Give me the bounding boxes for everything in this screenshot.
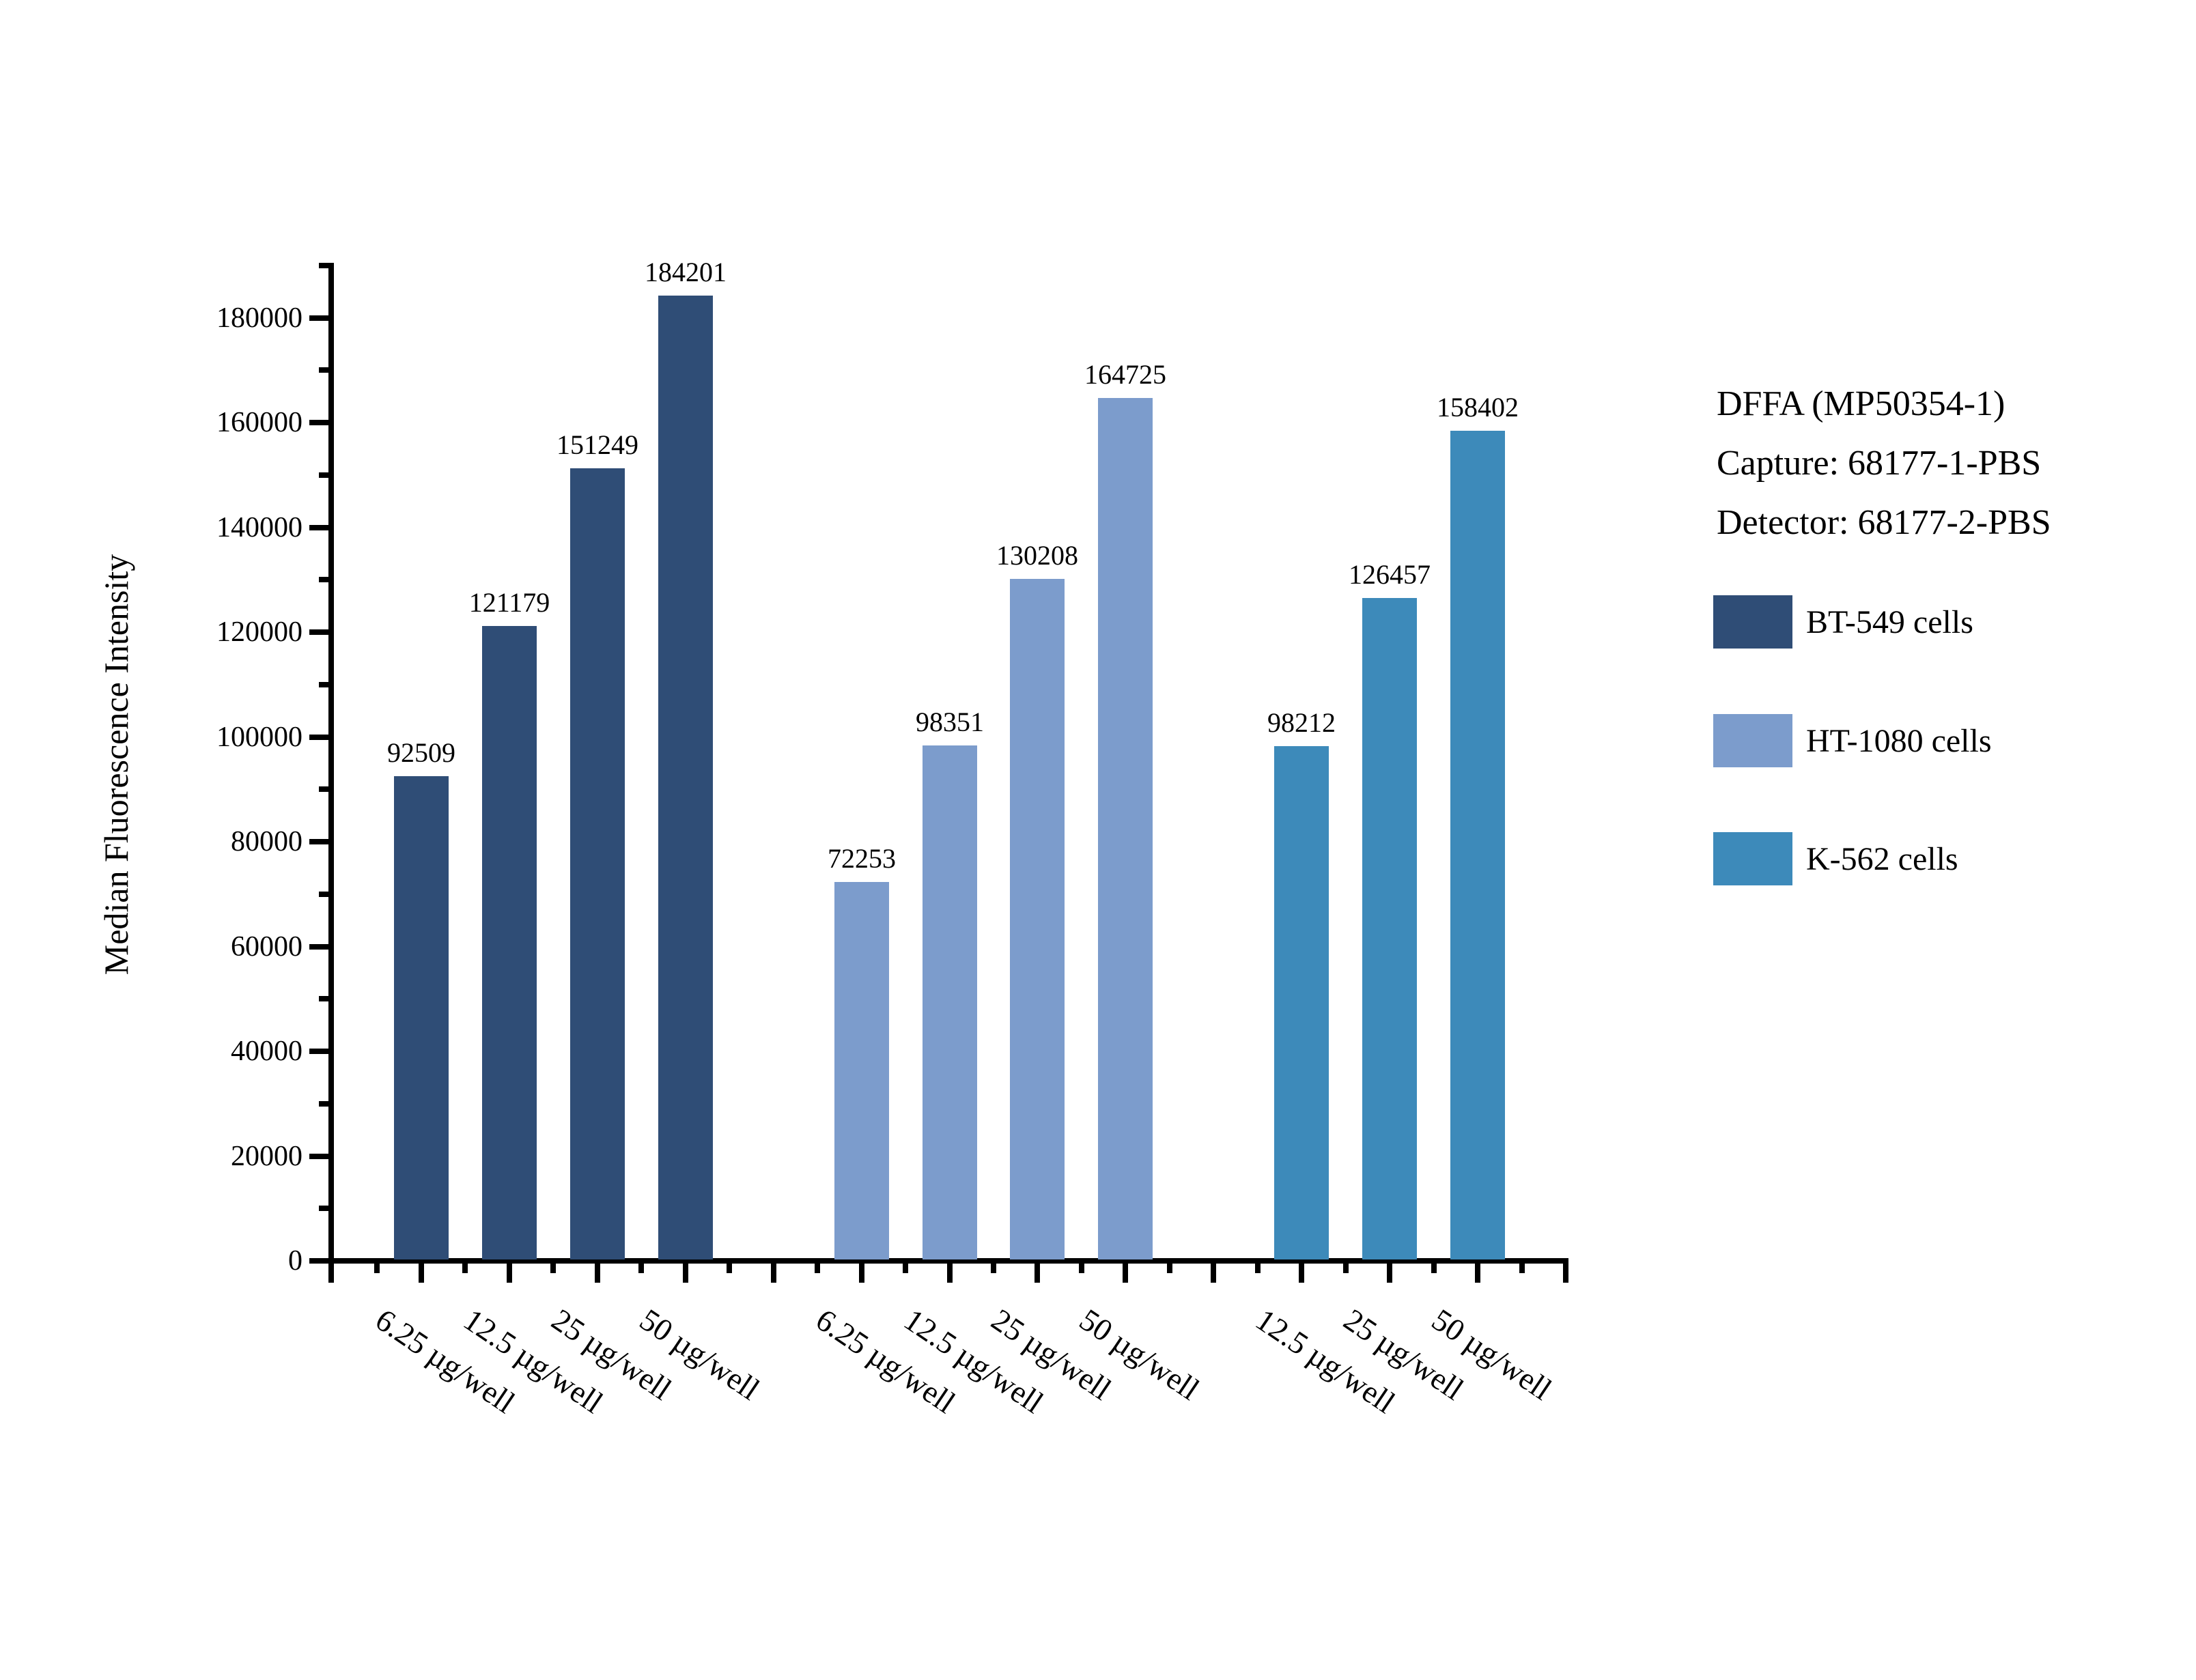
legend-swatch [1713,832,1792,885]
y-major-tick [309,735,328,740]
y-tick-label: 100000 [216,722,302,753]
y-minor-tick [319,996,328,1001]
bar [834,882,889,1259]
bar-value-label: 121179 [468,587,550,618]
x-major-tick [1299,1264,1304,1283]
x-minor-tick [1431,1264,1437,1273]
y-tick-label: 160000 [216,407,302,438]
x-minor-tick [1519,1264,1525,1273]
x-major-tick [683,1264,688,1283]
y-minor-tick [319,263,328,268]
y-tick-label: 80000 [231,826,302,857]
x-minor-tick [374,1264,380,1273]
y-tick-label: 20000 [231,1141,302,1172]
legend-swatch [1713,714,1792,767]
bar [923,745,977,1259]
x-minor-tick [1079,1264,1084,1273]
y-minor-tick [319,1101,328,1107]
bar-value-label: 98351 [916,707,984,737]
bar [394,776,449,1259]
x-minor-tick [462,1264,468,1273]
legend-item-label: HT-1080 cells [1806,722,1992,759]
bar [1362,598,1417,1259]
legend-item-label: K-562 cells [1806,840,1958,877]
legend-title-line-1: DFFA (MP50354-1) [1717,384,2005,423]
legend-title-line-3: Detector: 68177-2-PBS [1717,503,2051,542]
bar-value-label: 130208 [996,540,1078,571]
x-minor-tick [1167,1264,1172,1273]
legend-title-line-2: Capture: 68177-1-PBS [1717,444,2042,483]
bar-value-label: 151249 [557,429,638,460]
bar [1098,398,1153,1259]
y-minor-tick [319,892,328,897]
x-minor-tick [815,1264,820,1273]
x-major-tick [1034,1264,1040,1283]
bar-value-label: 72253 [828,843,896,874]
y-tick-label: 40000 [231,1036,302,1067]
bar [658,296,713,1259]
y-tick-label: 140000 [216,512,302,543]
y-major-tick [309,420,328,425]
y-major-tick [309,1154,328,1159]
bar-value-label: 92509 [387,737,455,768]
x-minor-tick [991,1264,996,1273]
bar-value-label: 184201 [645,257,727,287]
legend-title-block: DFFA (MP50354-1) Capture: 68177-1-PBS De… [1717,374,2051,552]
bar-value-label: 98212 [1267,707,1336,738]
y-minor-tick [319,786,328,792]
bar-value-label: 164725 [1084,359,1166,390]
y-major-tick [309,525,328,530]
x-major-tick [1387,1264,1392,1283]
y-minor-tick [319,1206,328,1211]
x-minor-tick [727,1264,732,1273]
x-major-tick [507,1264,512,1283]
x-major-tick [859,1264,864,1283]
y-minor-tick [319,472,328,478]
x-major-tick [771,1264,776,1283]
y-tick-label: 120000 [216,616,302,648]
y-tick-label: 180000 [216,302,302,334]
y-minor-tick [319,577,328,582]
bar [570,468,625,1259]
x-axis-line [328,1258,1568,1264]
y-tick-label: 60000 [231,931,302,963]
x-major-tick [1123,1264,1128,1283]
bar-value-label: 126457 [1349,559,1431,590]
x-major-tick [1563,1264,1568,1283]
y-tick-label: 0 [288,1245,302,1277]
x-minor-tick [1255,1264,1261,1273]
x-major-tick [595,1264,600,1283]
legend-item-label: BT-549 cells [1806,603,1973,640]
y-major-tick [309,629,328,635]
y-major-tick [309,839,328,844]
x-minor-tick [903,1264,908,1273]
y-minor-tick [319,682,328,687]
x-major-tick [1211,1264,1216,1283]
x-minor-tick [638,1264,644,1273]
bar [482,626,537,1259]
bar-value-label: 158402 [1437,392,1519,423]
bar [1274,746,1329,1259]
y-major-tick [309,944,328,950]
y-axis-line [328,263,334,1283]
y-minor-tick [319,367,328,373]
x-major-tick [947,1264,953,1283]
x-major-tick [1475,1264,1480,1283]
x-minor-tick [1343,1264,1349,1273]
bar [1010,579,1065,1259]
legend-swatch [1713,595,1792,649]
x-minor-tick [550,1264,556,1273]
y-major-tick [309,1049,328,1054]
y-major-tick [309,315,328,321]
x-major-tick [419,1264,424,1283]
y-major-tick [309,1258,328,1264]
bar [1450,431,1505,1259]
